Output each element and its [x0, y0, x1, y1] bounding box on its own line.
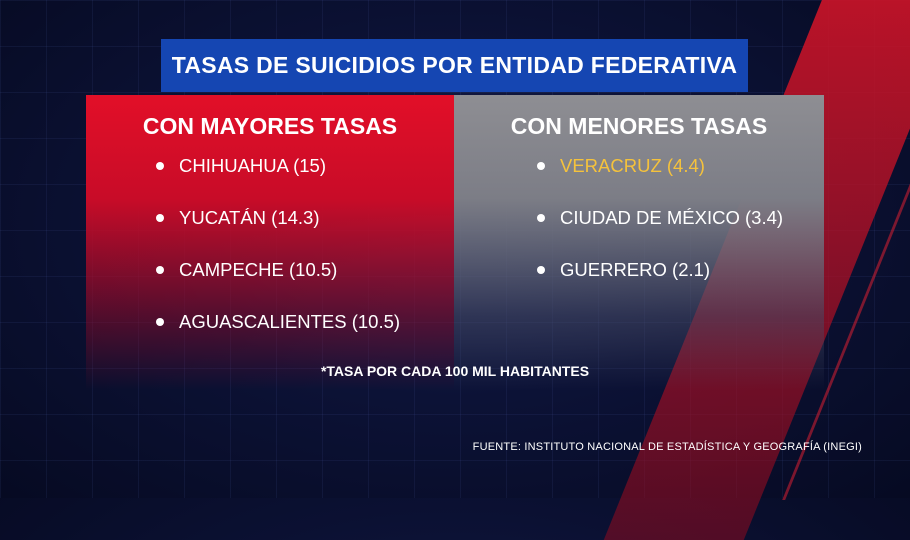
list-item: YUCATÁN (14.3)	[156, 207, 320, 229]
list-item: CIUDAD DE MÉXICO (3.4)	[537, 207, 783, 229]
highest-rates-panel: CON MAYORES TASAS CHIHUAHUA (15) YUCATÁN…	[86, 95, 454, 390]
lowest-rates-panel: CON MENORES TASAS VERACRUZ (4.4) CIUDAD …	[454, 95, 824, 390]
list-item: CHIHUAHUA (15)	[156, 155, 326, 177]
bullet-icon	[537, 214, 545, 222]
list-item-label: AGUASCALIENTES (10.5)	[179, 311, 401, 332]
bullet-icon	[537, 162, 545, 170]
highest-rates-heading: CON MAYORES TASAS	[142, 113, 398, 139]
bullet-icon	[156, 318, 164, 326]
lowest-rates-heading: CON MENORES TASAS	[510, 113, 768, 139]
list-item: GUERRERO (2.1)	[537, 259, 710, 281]
list-item-label: VERACRUZ (4.4)	[560, 155, 705, 176]
list-item-label: CIUDAD DE MÉXICO (3.4)	[560, 207, 784, 228]
list-item-label: CAMPECHE (10.5)	[179, 259, 338, 280]
list-item-label: CHIHUAHUA (15)	[179, 155, 326, 176]
bullet-icon	[156, 266, 164, 274]
list-item: CAMPECHE (10.5)	[156, 259, 337, 281]
title-banner: TASAS DE SUICIDIOS POR ENTIDAD FEDERATIV…	[161, 39, 748, 92]
bullet-icon	[537, 266, 545, 274]
list-item-label: YUCATÁN (14.3)	[179, 207, 320, 228]
list-item-label: GUERRERO (2.1)	[560, 259, 711, 280]
list-item: AGUASCALIENTES (10.5)	[156, 311, 400, 333]
source-credit: FUENTE: INSTITUTO NACIONAL DE ESTADÍSTIC…	[472, 441, 862, 453]
bullet-icon	[156, 214, 164, 222]
list-item-highlighted: VERACRUZ (4.4)	[537, 155, 705, 177]
bullet-icon	[156, 162, 164, 170]
footnote: *TASA POR CADA 100 MIL HABITANTES	[320, 363, 590, 379]
title-text: TASAS DE SUICIDIOS POR ENTIDAD FEDERATIV…	[171, 52, 738, 78]
